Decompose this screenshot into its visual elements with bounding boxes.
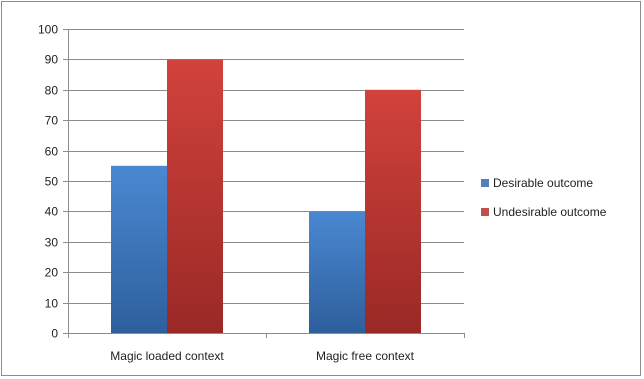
y-tick-label: 40 xyxy=(45,205,59,219)
x-axis-labels: Magic loaded context Magic free context xyxy=(110,349,414,363)
legend-label: Undesirable outcome xyxy=(493,205,607,219)
bar-desirable-outcome xyxy=(309,211,365,333)
bars xyxy=(111,59,421,334)
y-tick-label: 0 xyxy=(51,327,58,341)
axes xyxy=(68,29,465,338)
legend-label: Desirable outcome xyxy=(493,176,593,190)
bar-undesirable-outcome xyxy=(365,89,421,333)
y-tick-label: 80 xyxy=(45,84,59,98)
y-tick-label: 90 xyxy=(45,53,59,67)
x-category-label: Magic free context xyxy=(316,349,415,363)
y-tick-label: 10 xyxy=(45,297,59,311)
bar-undesirable-outcome xyxy=(167,59,223,334)
y-tick-label: 30 xyxy=(45,236,59,250)
legend-swatch xyxy=(481,179,489,187)
legend: Desirable outcome Undesirable outcome xyxy=(481,176,607,219)
y-tick-label: 100 xyxy=(38,23,58,37)
y-tick-label: 50 xyxy=(45,175,59,189)
x-category-label: Magic loaded context xyxy=(110,349,224,363)
bar-desirable-outcome xyxy=(111,165,167,333)
y-tick-label: 60 xyxy=(45,145,59,159)
y-tick-label: 70 xyxy=(45,114,59,128)
legend-swatch xyxy=(481,208,489,216)
y-tick-label: 20 xyxy=(45,266,59,280)
y-axis-ticks: 0 10 20 30 40 50 60 70 80 90 100 xyxy=(38,23,68,341)
